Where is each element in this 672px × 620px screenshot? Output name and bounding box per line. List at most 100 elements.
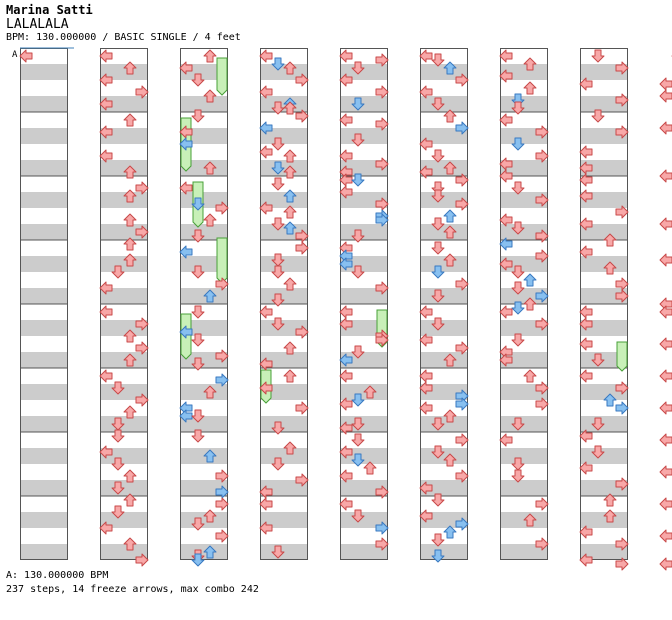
left-arrow-icon [659,465,672,479]
up-arrow-icon [603,393,617,407]
down-arrow-icon [591,353,605,367]
left-arrow-icon [499,237,513,251]
up-arrow-icon [443,253,457,267]
up-arrow-icon [443,453,457,467]
up-arrow-icon [283,441,297,455]
down-arrow-icon [431,265,445,279]
up-arrow-icon [123,329,137,343]
beat-band [180,96,228,112]
up-arrow-icon [523,369,537,383]
left-arrow-icon [419,137,433,151]
up-arrow-icon [203,89,217,103]
down-arrow-icon [511,137,525,151]
down-arrow-icon [431,149,445,163]
right-arrow-icon [535,317,549,331]
down-arrow-icon [191,229,205,243]
beat-band [500,96,548,112]
column-border [340,48,388,560]
beat-band [500,288,548,304]
down-arrow-icon [271,57,285,71]
down-arrow-icon [191,409,205,423]
down-arrow-icon [351,433,365,447]
right-arrow-icon [295,109,309,123]
beat-band [20,160,68,176]
left-arrow-icon [579,525,593,539]
left-arrow-icon [339,469,353,483]
right-arrow-icon [455,433,469,447]
left-arrow-icon [339,73,353,87]
beat-band [100,288,148,304]
column-border [420,48,468,560]
up-arrow-icon [443,161,457,175]
left-arrow-icon [419,401,433,415]
left-arrow-icon [659,305,672,319]
left-arrow-icon [99,281,113,295]
left-arrow-icon [579,161,593,175]
left-arrow-icon [499,305,513,319]
up-arrow-icon [283,205,297,219]
left-arrow-icon [419,369,433,383]
down-arrow-icon [431,549,445,563]
up-arrow-icon [443,409,457,423]
left-arrow-icon [499,433,513,447]
up-arrow-icon [443,525,457,539]
left-arrow-icon [179,137,193,151]
left-arrow-icon [659,121,672,135]
down-arrow-icon [351,61,365,75]
beat-band [500,256,548,272]
down-arrow-icon [431,417,445,431]
down-arrow-icon [511,221,525,235]
down-arrow-icon [511,457,525,471]
up-arrow-icon [603,493,617,507]
down-arrow-icon [511,181,525,195]
beat-band [100,160,148,176]
left-arrow-icon [339,257,353,271]
up-arrow-icon [363,385,377,399]
beat-band [260,288,308,304]
left-arrow-icon [579,461,593,475]
beat-band [20,352,68,368]
right-arrow-icon [135,553,149,567]
bpm-marker-label: A [12,50,18,60]
left-arrow-icon [499,257,513,271]
down-arrow-icon [351,229,365,243]
freeze-arrow-right [216,237,228,284]
down-arrow-icon [111,417,125,431]
up-arrow-icon [523,273,537,287]
up-arrow-icon [283,221,297,235]
beat-band [420,544,468,560]
right-arrow-icon [375,521,389,535]
up-arrow-icon [443,109,457,123]
beat-band [580,512,628,528]
up-arrow-icon [283,189,297,203]
left-arrow-icon [579,553,593,567]
beat-band [100,544,148,560]
up-arrow-icon [123,469,137,483]
left-arrow-icon [99,125,113,139]
right-arrow-icon [215,349,229,363]
down-arrow-icon [431,289,445,303]
left-arrow-icon [579,145,593,159]
right-arrow-icon [535,125,549,139]
down-arrow-icon [351,173,365,187]
up-arrow-icon [283,341,297,355]
right-arrow-icon [375,537,389,551]
freeze-arrow-right [216,57,228,96]
right-arrow-icon [615,205,629,219]
left-arrow-icon [259,485,273,499]
down-arrow-icon [271,317,285,331]
up-arrow-icon [283,101,297,115]
right-arrow-icon [215,497,229,511]
down-arrow-icon [351,453,365,467]
beat-band [340,288,388,304]
beat-band [260,256,308,272]
left-arrow-icon [499,353,513,367]
left-arrow-icon [659,529,672,543]
down-arrow-icon [271,253,285,267]
left-arrow-icon [659,217,672,231]
down-arrow-icon [191,109,205,123]
chart-footer: A: 130.000000 BPM 237 steps, 14 freeze a… [6,569,259,597]
up-arrow-icon [283,149,297,163]
right-arrow-icon [375,157,389,171]
down-arrow-icon [431,533,445,547]
